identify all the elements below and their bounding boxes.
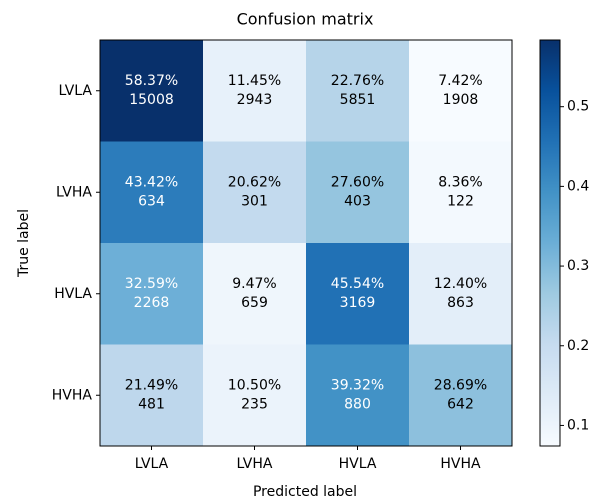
cell bbox=[100, 40, 203, 142]
cell-percent: 8.36% bbox=[438, 174, 482, 190]
colorbar bbox=[539, 39, 561, 447]
x-tick-label: HVLA bbox=[339, 456, 377, 472]
cell-count: 235 bbox=[241, 396, 268, 412]
cell-percent: 7.42% bbox=[438, 73, 482, 89]
cell-count: 5851 bbox=[340, 92, 376, 108]
x-tick-label: HVHA bbox=[440, 456, 481, 472]
colorbar-tick-label: 0.5 bbox=[567, 99, 589, 115]
y-tick-label: HVHA bbox=[52, 387, 93, 403]
x-tick-label: LVHA bbox=[237, 456, 273, 472]
x-axis-label: Predicted label bbox=[253, 484, 357, 500]
cell-count: 15008 bbox=[129, 92, 174, 108]
cell-count: 634 bbox=[138, 193, 165, 209]
cell bbox=[203, 344, 306, 446]
x-tick-label: LVLA bbox=[135, 456, 169, 472]
y-tick-label: HVLA bbox=[54, 286, 92, 302]
cell-count: 642 bbox=[447, 396, 474, 412]
cell-percent: 58.37% bbox=[125, 73, 178, 89]
cell-percent: 28.69% bbox=[434, 377, 487, 393]
cell-percent: 12.40% bbox=[434, 276, 487, 292]
cell-count: 481 bbox=[138, 396, 165, 412]
cell bbox=[306, 243, 409, 345]
cell-percent: 27.60% bbox=[331, 174, 384, 190]
cell-count: 863 bbox=[447, 295, 474, 311]
cell-count: 659 bbox=[241, 295, 268, 311]
cell bbox=[100, 141, 203, 243]
cell bbox=[306, 40, 409, 142]
cell bbox=[306, 344, 409, 446]
y-tick-label: LVHA bbox=[56, 184, 92, 200]
cell bbox=[203, 141, 306, 243]
colorbar-tick-label: 0.3 bbox=[567, 258, 589, 274]
plot-frame bbox=[99, 39, 513, 447]
cell-percent: 21.49% bbox=[125, 377, 178, 393]
cell-count: 2943 bbox=[237, 92, 273, 108]
cell bbox=[306, 141, 409, 243]
cell-percent: 10.50% bbox=[228, 377, 281, 393]
colorbar-tick-label: 0.1 bbox=[567, 417, 589, 433]
colorbar-tick-label: 0.2 bbox=[567, 338, 589, 354]
cell bbox=[203, 243, 306, 345]
cell bbox=[203, 40, 306, 142]
cell-percent: 45.54% bbox=[331, 276, 384, 292]
y-axis-label: True label bbox=[16, 209, 32, 278]
cell-count: 122 bbox=[447, 193, 474, 209]
cell-percent: 43.42% bbox=[125, 174, 178, 190]
cell bbox=[409, 344, 512, 446]
cell bbox=[100, 344, 203, 446]
colorbar-tick-label: 0.4 bbox=[567, 178, 589, 194]
cell-count: 403 bbox=[344, 193, 371, 209]
cell bbox=[100, 243, 203, 345]
cell bbox=[409, 243, 512, 345]
cell-percent: 11.45% bbox=[228, 73, 281, 89]
cell-count: 301 bbox=[241, 193, 268, 209]
cell-count: 880 bbox=[344, 396, 371, 412]
cell-count: 2268 bbox=[134, 295, 170, 311]
cell-percent: 9.47% bbox=[232, 276, 276, 292]
y-tick-label: LVLA bbox=[58, 83, 92, 99]
cell-count: 3169 bbox=[340, 295, 376, 311]
cell-percent: 39.32% bbox=[331, 377, 384, 393]
cell-percent: 20.62% bbox=[228, 174, 281, 190]
cell-percent: 32.59% bbox=[125, 276, 178, 292]
cell-percent: 22.76% bbox=[331, 73, 384, 89]
chart-title: Confusion matrix bbox=[237, 10, 374, 29]
cell-count: 1908 bbox=[443, 92, 479, 108]
cell bbox=[409, 40, 512, 142]
cell bbox=[409, 141, 512, 243]
